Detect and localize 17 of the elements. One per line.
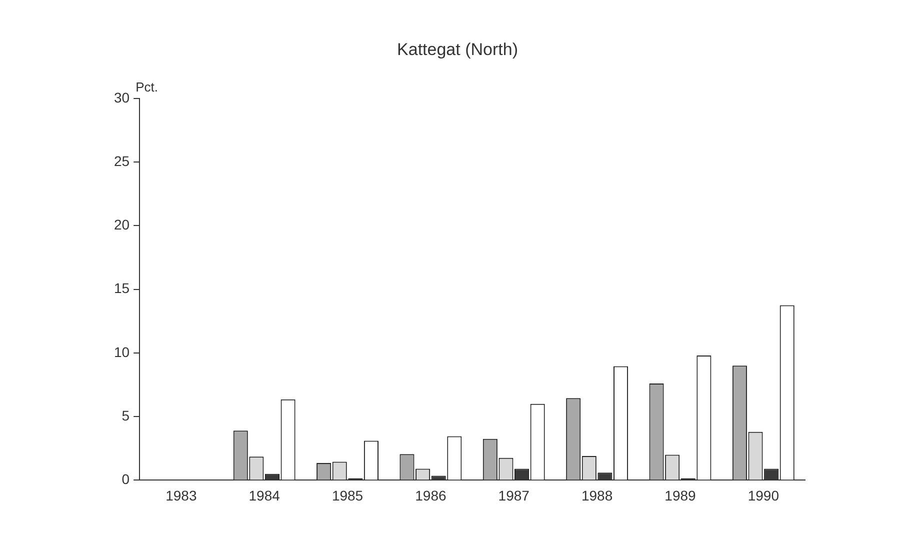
y-tick-label: 10 bbox=[114, 344, 130, 360]
x-tick-label: 1987 bbox=[498, 487, 530, 504]
x-tick-label: 1988 bbox=[581, 487, 613, 504]
y-axis-title: Pct. bbox=[136, 79, 158, 94]
y-tick-label: 20 bbox=[114, 216, 130, 233]
x-tick-label: 1983 bbox=[166, 487, 197, 504]
y-tick-label: 0 bbox=[122, 471, 130, 488]
x-tick-label: 1985 bbox=[332, 487, 364, 504]
x-tick-label: 1989 bbox=[664, 487, 696, 504]
x-tick-label: 1986 bbox=[415, 487, 446, 504]
x-tick-label: 1990 bbox=[748, 487, 780, 504]
y-tick-label: 15 bbox=[114, 280, 130, 296]
chart-title: Kattegat (North) bbox=[397, 40, 518, 59]
y-tick-label: 25 bbox=[114, 152, 130, 169]
x-tick-label: 1984 bbox=[248, 487, 280, 504]
y-tick-label: 5 bbox=[122, 407, 130, 424]
y-tick-label: 30 bbox=[114, 89, 130, 106]
